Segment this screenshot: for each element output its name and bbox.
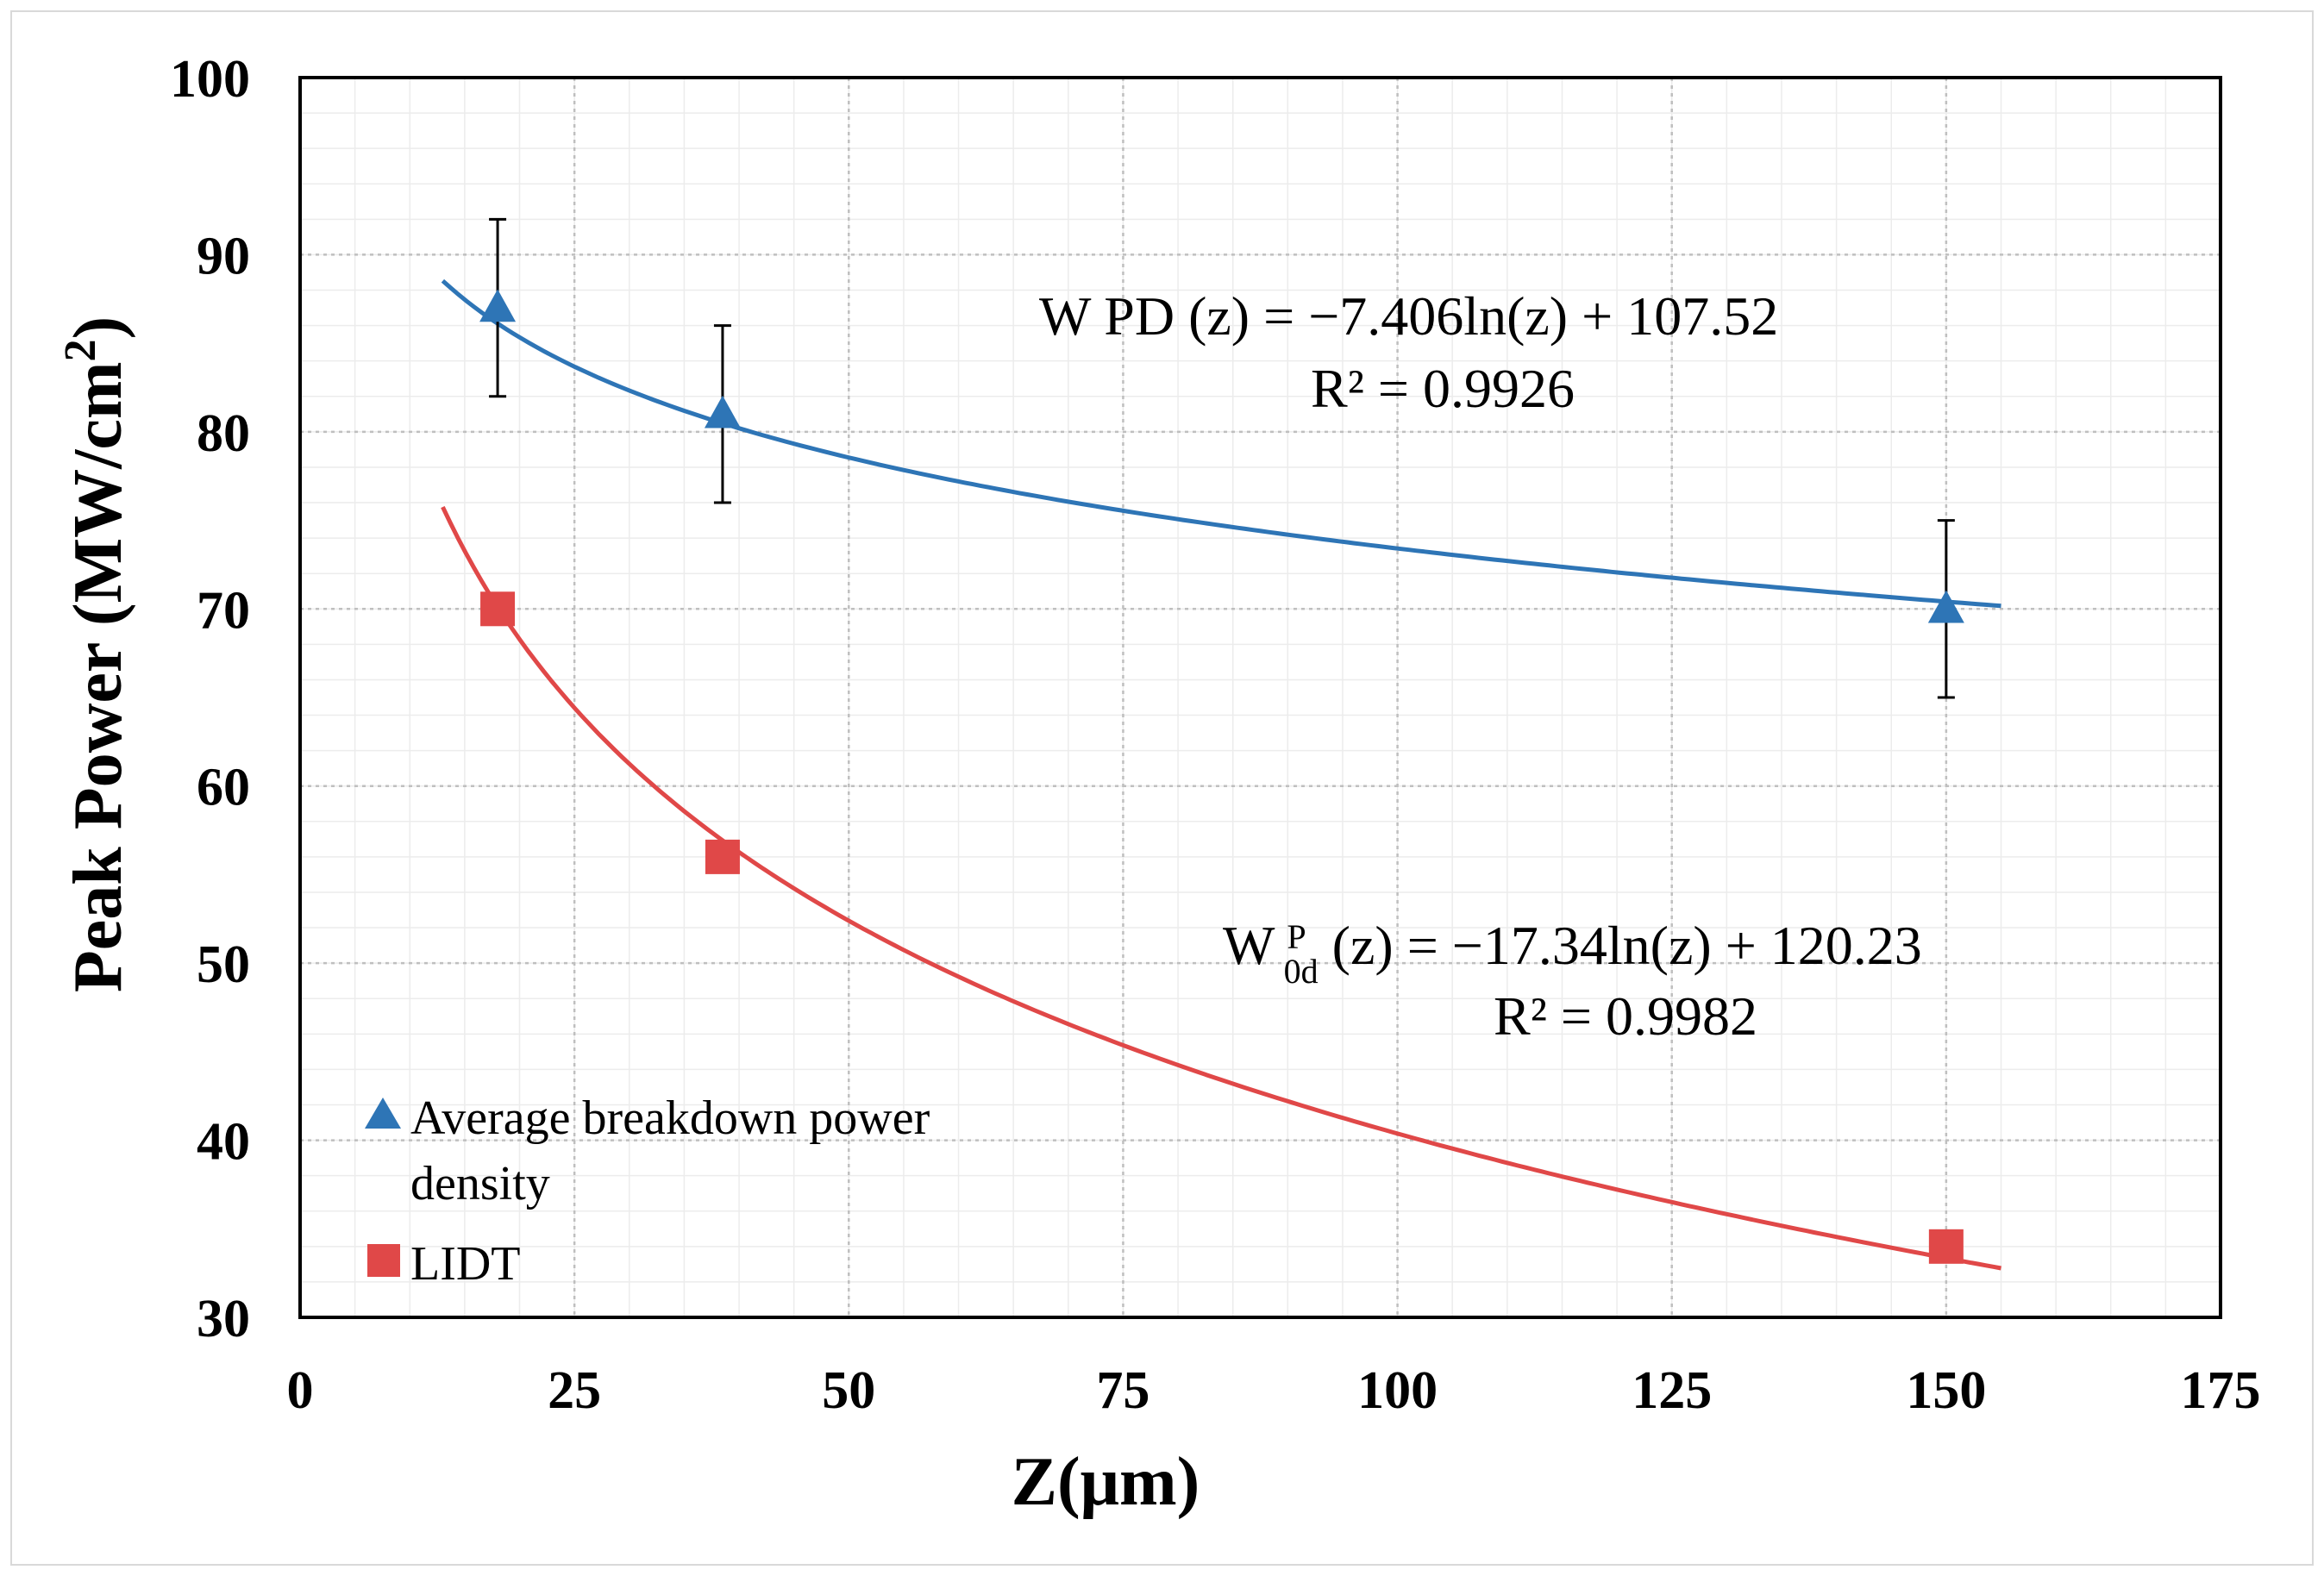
data-point-average-breakdown — [704, 395, 741, 428]
y-tick-label: 40 — [197, 1113, 250, 1172]
data-point-average-breakdown — [479, 289, 517, 322]
legend-label-average-breakdown-line2: density — [410, 1157, 550, 1210]
x-tick-label: 50 — [822, 1361, 875, 1420]
red-eq-rest: (z) = −17.34ln(z) + 120.23 — [1332, 915, 1922, 976]
y-tick-label: 90 — [197, 227, 250, 285]
red-eq-w: W — [1223, 915, 1275, 976]
red-eq-sub: 0d — [1284, 952, 1319, 991]
data-point-lidt — [705, 839, 740, 874]
x-axis-title: Z(μm) — [1012, 1444, 1200, 1520]
legend-marker-square — [367, 1244, 400, 1277]
x-tick-label: 175 — [2181, 1361, 2261, 1420]
y-axis-title: Peak Power (MW/cm2) — [56, 316, 136, 992]
legend-label-lidt: LIDT — [410, 1237, 521, 1291]
y-tick-label: 70 — [197, 581, 250, 640]
blue-trend-equation: W PD (z) = −7.406ln(z) + 107.52 — [1039, 285, 1778, 347]
y-tick-label: 60 — [197, 759, 250, 817]
x-tick-label: 0 — [287, 1361, 314, 1420]
y-tick-label: 80 — [197, 404, 250, 463]
y-axis-title-tail: ) — [60, 316, 136, 340]
blue-trend-r2: R² = 0.9926 — [1311, 358, 1575, 419]
trendlines — [441, 278, 2001, 1271]
y-axis-title-sup: 2 — [56, 340, 105, 362]
trendline-average-breakdown — [441, 278, 2001, 609]
legend: Average breakdown power density LIDT — [365, 1091, 930, 1291]
x-tick-label: 25 — [548, 1361, 601, 1420]
x-tick-label: 125 — [1632, 1361, 1712, 1420]
data-points — [479, 289, 1964, 1264]
legend-marker-triangle — [365, 1098, 401, 1129]
y-tick-label: 50 — [197, 935, 250, 994]
x-tick-label: 75 — [1096, 1361, 1149, 1420]
data-point-average-breakdown — [1927, 590, 1964, 623]
red-eq-sup: P — [1287, 917, 1306, 956]
red-trend-r2: R² = 0.9982 — [1494, 985, 1757, 1047]
plot-area-frame — [298, 76, 2222, 1319]
trendline-lidt — [441, 506, 2001, 1271]
tick-labels: 0 25 50 75 100 125 150 175 30 40 50 60 70 80 90 100 — [170, 50, 2261, 1420]
data-point-lidt — [480, 591, 516, 627]
red-trend-equation: W P 0d (z) = −17.34ln(z) + 120.23 — [1223, 915, 1922, 991]
y-axis-title-main: Peak Power (MW/cm — [60, 362, 136, 993]
data-point-lidt — [1928, 1229, 1964, 1264]
x-tick-label: 150 — [1906, 1361, 1986, 1420]
x-tick-label: 100 — [1357, 1361, 1438, 1420]
chart-frame — [10, 10, 2314, 1566]
y-tick-label: 100 — [170, 50, 250, 109]
y-tick-label: 30 — [197, 1290, 250, 1348]
legend-label-average-breakdown: Average breakdown power — [410, 1091, 930, 1145]
